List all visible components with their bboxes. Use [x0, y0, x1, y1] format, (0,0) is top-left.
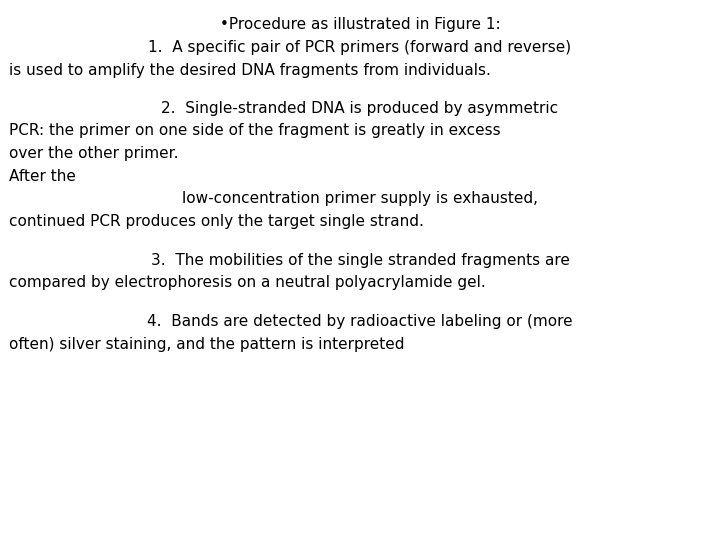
- Text: 1.  A specific pair of PCR primers (forward and reverse): 1. A specific pair of PCR primers (forwa…: [148, 40, 572, 55]
- Text: 4.  Bands are detected by radioactive labeling or (more: 4. Bands are detected by radioactive lab…: [147, 314, 573, 329]
- Text: low-concentration primer supply is exhausted,: low-concentration primer supply is exhau…: [182, 191, 538, 206]
- Text: 3.  The mobilities of the single stranded fragments are: 3. The mobilities of the single stranded…: [150, 253, 570, 268]
- Text: often) silver staining, and the pattern is interpreted: often) silver staining, and the pattern …: [9, 337, 404, 352]
- Text: 2.  Single-stranded DNA is produced by asymmetric: 2. Single-stranded DNA is produced by as…: [161, 100, 559, 116]
- Text: After the: After the: [9, 168, 76, 184]
- Text: •Procedure as illustrated in Figure 1:: •Procedure as illustrated in Figure 1:: [220, 17, 500, 32]
- Text: compared by electrophoresis on a neutral polyacrylamide gel.: compared by electrophoresis on a neutral…: [9, 275, 485, 291]
- Text: over the other primer.: over the other primer.: [9, 146, 178, 161]
- Text: continued PCR produces only the target single strand.: continued PCR produces only the target s…: [9, 214, 423, 229]
- Text: is used to amplify the desired DNA fragments from individuals.: is used to amplify the desired DNA fragm…: [9, 63, 490, 78]
- Text: PCR: the primer on one side of the fragment is greatly in excess: PCR: the primer on one side of the fragm…: [9, 123, 500, 138]
